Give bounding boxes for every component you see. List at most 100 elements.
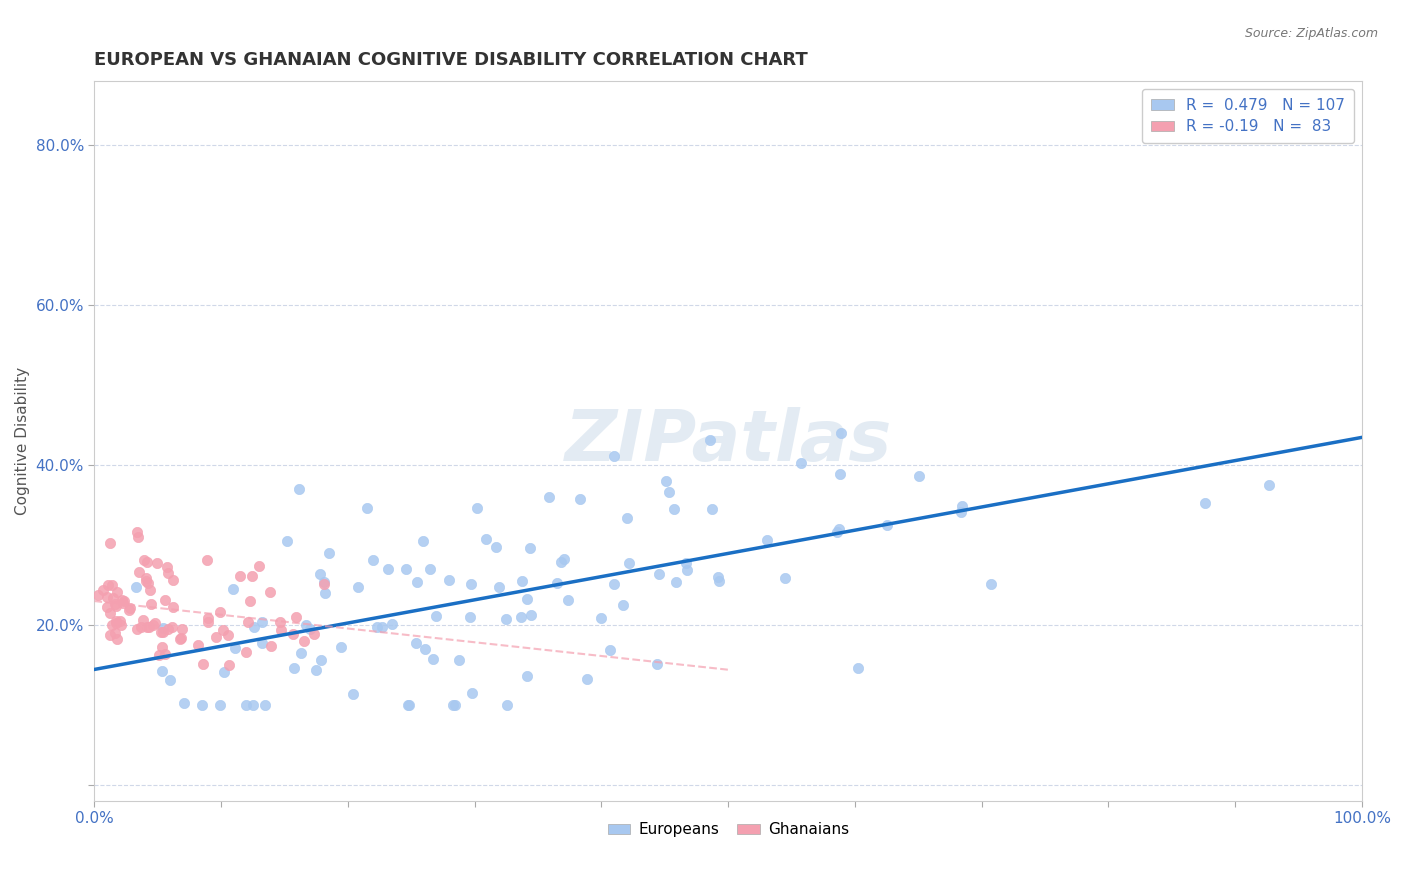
Point	[488, 580, 510, 594]
Point	[314, 575, 336, 590]
Point	[773, 571, 796, 585]
Point	[142, 617, 165, 632]
Point	[908, 469, 931, 483]
Point	[212, 665, 235, 679]
Point	[568, 491, 591, 506]
Point	[157, 566, 180, 581]
Point	[105, 599, 128, 614]
Point	[299, 622, 322, 636]
Point	[197, 611, 219, 625]
Point	[150, 640, 173, 655]
Point	[105, 585, 128, 599]
Point	[756, 533, 779, 548]
Point	[97, 578, 120, 592]
Point	[205, 630, 228, 644]
Point	[828, 522, 851, 536]
Point	[318, 546, 340, 560]
Point	[134, 571, 156, 585]
Point	[599, 643, 621, 657]
Point	[308, 566, 330, 581]
Point	[197, 615, 219, 630]
Point	[155, 560, 177, 574]
Point	[519, 541, 541, 556]
Text: EUROPEAN VS GHANAIAN COGNITIVE DISABILITY CORRELATION CHART: EUROPEAN VS GHANAIAN COGNITIVE DISABILIT…	[94, 51, 808, 69]
Point	[830, 425, 852, 440]
Point	[405, 636, 427, 650]
Point	[675, 556, 697, 570]
Point	[294, 617, 316, 632]
Point	[162, 620, 184, 634]
Point	[173, 696, 195, 710]
Point	[243, 620, 266, 634]
Point	[441, 698, 464, 712]
Point	[645, 657, 668, 671]
Point	[406, 575, 429, 590]
Point	[162, 599, 184, 614]
Point	[366, 620, 388, 634]
Point	[105, 632, 128, 646]
Point	[707, 574, 730, 588]
Point	[557, 592, 579, 607]
Point	[191, 698, 214, 712]
Point	[305, 663, 328, 677]
Point	[195, 553, 218, 567]
Point	[146, 556, 169, 570]
Point	[155, 648, 177, 662]
Point	[98, 627, 121, 641]
Point	[242, 698, 264, 712]
Point	[361, 553, 384, 567]
Point	[135, 555, 157, 569]
Point	[546, 576, 568, 591]
Point	[132, 553, 155, 567]
Point	[516, 592, 538, 607]
Point	[495, 698, 517, 712]
Point	[218, 658, 240, 673]
Point	[101, 578, 124, 592]
Text: Source: ZipAtlas.com: Source: ZipAtlas.com	[1244, 27, 1378, 40]
Point	[105, 614, 128, 628]
Point	[152, 624, 174, 639]
Point	[512, 574, 534, 589]
Point	[828, 467, 851, 482]
Point	[259, 585, 281, 599]
Point	[576, 673, 599, 687]
Point	[347, 580, 370, 594]
Point	[495, 612, 517, 626]
Point	[485, 541, 508, 555]
Point	[458, 610, 481, 624]
Point	[104, 597, 127, 611]
Point	[398, 698, 420, 712]
Point	[370, 620, 392, 634]
Point	[105, 616, 128, 631]
Point	[253, 698, 276, 712]
Point	[612, 598, 634, 612]
Point	[342, 687, 364, 701]
Point	[127, 530, 149, 544]
Point	[149, 624, 172, 639]
Point	[187, 638, 209, 652]
Point	[127, 623, 149, 637]
Point	[460, 577, 482, 591]
Point	[222, 582, 245, 597]
Point	[260, 639, 283, 653]
Point	[412, 534, 434, 549]
Point	[309, 653, 332, 667]
Point	[98, 536, 121, 550]
Y-axis label: Cognitive Disability: Cognitive Disability	[15, 367, 30, 516]
Point	[449, 653, 471, 667]
Point	[619, 557, 641, 571]
Point	[239, 594, 262, 608]
Point	[152, 621, 174, 635]
Point	[129, 620, 152, 634]
Point	[247, 558, 270, 573]
Point	[208, 698, 231, 712]
Point	[648, 567, 671, 582]
Point	[658, 485, 681, 500]
Point	[125, 525, 148, 540]
Point	[135, 574, 157, 588]
Point	[139, 582, 162, 597]
Point	[217, 628, 239, 642]
Point	[460, 686, 482, 700]
Point	[475, 532, 498, 546]
Point	[120, 600, 142, 615]
